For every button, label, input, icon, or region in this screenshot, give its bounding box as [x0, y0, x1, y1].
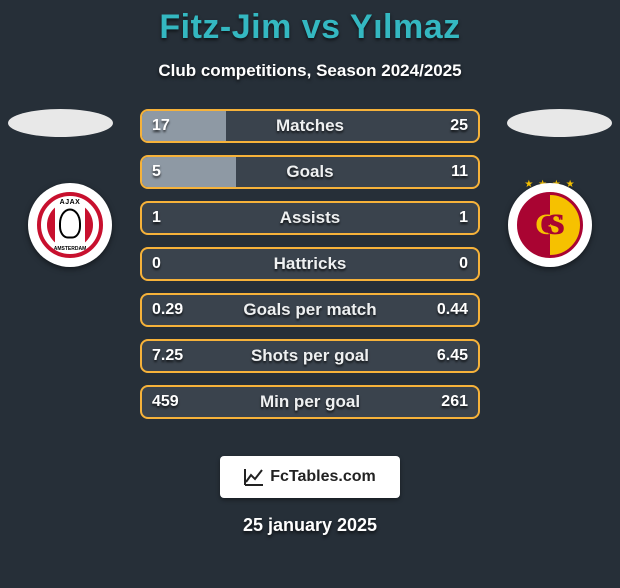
stat-value-right: 0.44 — [437, 295, 468, 325]
galatasaray-crest-icon: GS — [517, 192, 583, 258]
brand-logo: FcTables.com — [220, 456, 400, 498]
player-right-shadow — [507, 109, 612, 137]
stat-label: Goals — [142, 157, 478, 187]
stat-label: Shots per goal — [142, 341, 478, 371]
stat-value-right: 0 — [459, 249, 468, 279]
stat-row-goals-per-match: 0.29Goals per match0.44 — [140, 293, 480, 327]
stat-value-right: 261 — [441, 387, 468, 417]
page-subtitle: Club competitions, Season 2024/2025 — [0, 61, 620, 81]
comparison-panel: AJAX AMSTERDAM ★ ★ ★ ★ GS 17Matches255Go… — [0, 109, 620, 439]
stat-row-goals: 5Goals11 — [140, 155, 480, 189]
stat-row-matches: 17Matches25 — [140, 109, 480, 143]
stat-row-assists: 1Assists1 — [140, 201, 480, 235]
stat-value-right: 6.45 — [437, 341, 468, 371]
stat-label: Goals per match — [142, 295, 478, 325]
stat-value-right: 1 — [459, 203, 468, 233]
stat-value-right: 11 — [451, 157, 468, 187]
stat-row-shots-per-goal: 7.25Shots per goal6.45 — [140, 339, 480, 373]
brand-text: FcTables.com — [270, 468, 376, 486]
club-badge-left: AJAX AMSTERDAM — [28, 183, 112, 267]
stat-value-right: 25 — [450, 111, 468, 141]
stat-row-min-per-goal: 459Min per goal261 — [140, 385, 480, 419]
stat-label: Matches — [142, 111, 478, 141]
date-label: 25 january 2025 — [0, 515, 620, 536]
stat-row-hattricks: 0Hattricks0 — [140, 247, 480, 281]
chart-icon — [244, 468, 264, 486]
page-title: Fitz-Jim vs Yılmaz — [0, 8, 620, 47]
player-left-shadow — [8, 109, 113, 137]
ajax-crest-icon: AJAX AMSTERDAM — [37, 192, 103, 258]
stat-label: Hattricks — [142, 249, 478, 279]
stat-label: Min per goal — [142, 387, 478, 417]
club-badge-right: GS — [508, 183, 592, 267]
stat-rows: 17Matches255Goals111Assists10Hattricks00… — [140, 109, 480, 431]
stat-label: Assists — [142, 203, 478, 233]
